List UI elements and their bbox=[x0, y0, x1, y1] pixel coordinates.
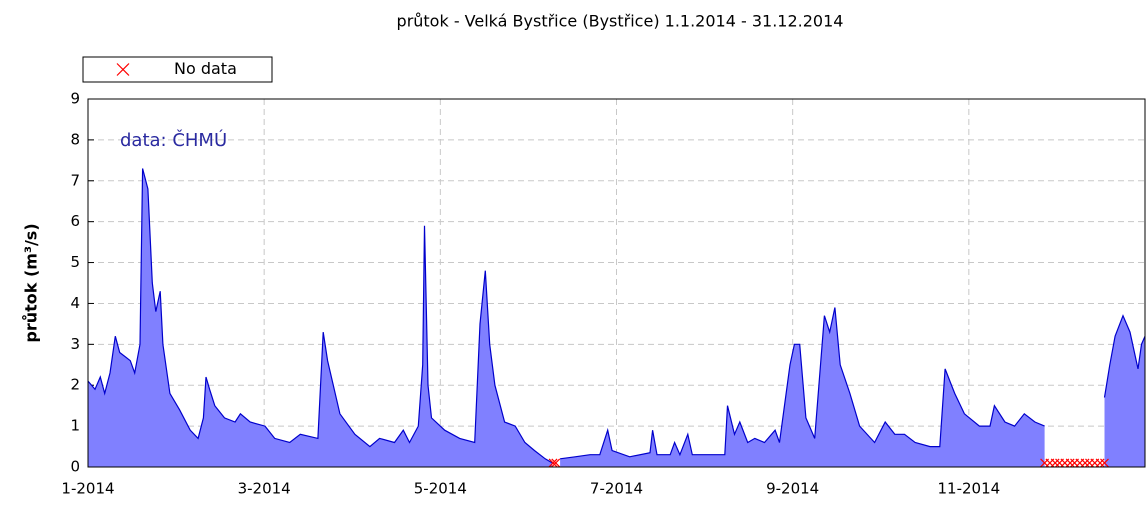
y-tick-label: 5 bbox=[70, 253, 80, 271]
legend-box bbox=[82, 56, 273, 83]
no-data-marker bbox=[548, 458, 558, 468]
no-data-marker bbox=[1050, 458, 1060, 468]
x-tick-label: 7-2014 bbox=[590, 480, 643, 498]
chart-title: průtok - Velká Bystřice (Bystřice) 1.1.2… bbox=[397, 12, 844, 31]
area bbox=[1104, 315, 1145, 467]
y-axis-label: průtok (m³/s) bbox=[22, 223, 41, 342]
y-tick-label: 9 bbox=[70, 90, 80, 108]
x-tick-label: 11-2014 bbox=[937, 480, 1000, 498]
no-data-marker bbox=[551, 458, 561, 468]
x-tick-label: 3-2014 bbox=[238, 480, 291, 498]
y-tick-label: 1 bbox=[70, 417, 80, 435]
y-tick-label: 4 bbox=[70, 294, 80, 312]
y-tick-label: 7 bbox=[70, 171, 80, 189]
x-tick-label: 9-2014 bbox=[766, 480, 819, 498]
x-tick-label: 1-2014 bbox=[61, 480, 114, 498]
y-tick-label: 3 bbox=[70, 335, 80, 353]
y-tick-label: 8 bbox=[70, 130, 80, 148]
legend: No data bbox=[82, 56, 273, 83]
annotation: data: ČHMÚ bbox=[120, 129, 227, 151]
line bbox=[87, 168, 553, 464]
no-data-marker bbox=[1065, 458, 1075, 468]
plot-frame bbox=[87, 98, 1146, 468]
y-tick-label: 6 bbox=[70, 212, 80, 230]
y-tick-label: 0 bbox=[70, 458, 80, 476]
no-data-marker bbox=[1080, 458, 1090, 468]
x-tick-label: 5-2014 bbox=[414, 480, 467, 498]
no-data-marker bbox=[1095, 458, 1105, 468]
area bbox=[560, 307, 1045, 467]
no-data-marker bbox=[1100, 458, 1109, 468]
legend-marker bbox=[116, 63, 130, 76]
y-tick-label: 2 bbox=[70, 376, 80, 394]
line bbox=[1103, 314, 1146, 398]
area bbox=[88, 168, 553, 467]
legend-label: No data bbox=[174, 59, 237, 78]
line bbox=[560, 307, 1045, 460]
